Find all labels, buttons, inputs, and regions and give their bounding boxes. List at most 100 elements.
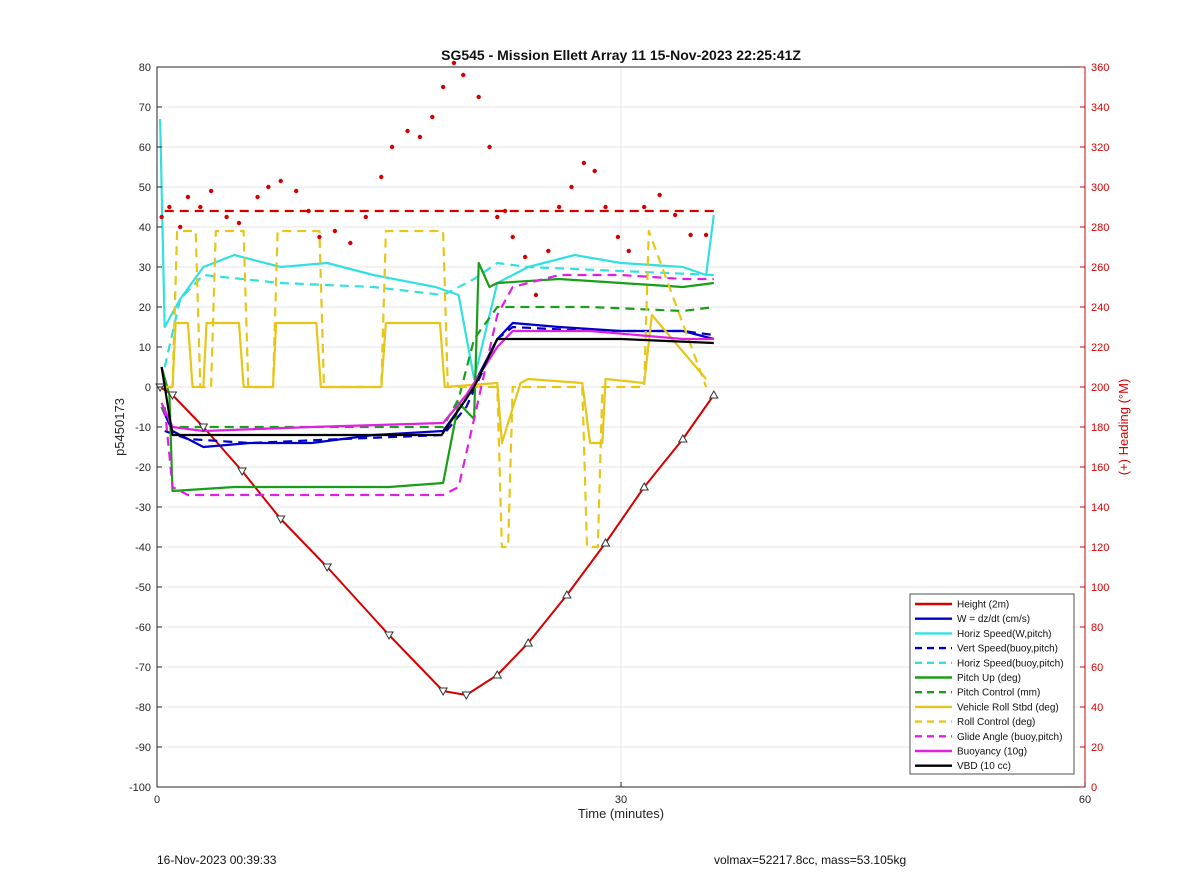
- x-tick-label: 0: [154, 794, 160, 806]
- heading-point: [348, 240, 353, 246]
- heading-point: [495, 214, 500, 220]
- heading-point: [533, 292, 539, 298]
- heading-point: [208, 188, 214, 194]
- height-marker: [492, 669, 503, 679]
- heading-point: [255, 194, 260, 200]
- y-tick-label: -70: [135, 662, 151, 674]
- y-axis-label: p5450173: [112, 398, 127, 456]
- series-line-10: [160, 329, 714, 433]
- series-line-5: [160, 261, 714, 493]
- heading-point: [198, 204, 203, 210]
- heading-point: [306, 208, 311, 214]
- heading-point: [178, 224, 183, 230]
- heading-point: [417, 134, 423, 140]
- heading-point: [159, 214, 164, 220]
- y2-tick-label: 240: [1091, 302, 1109, 314]
- height-marker: [562, 589, 572, 599]
- heading-point: [389, 144, 395, 150]
- height-marker: [523, 637, 534, 647]
- x-axis: 0 30 60: [154, 782, 1091, 806]
- heading-point: [672, 212, 678, 218]
- heading-point: [278, 178, 283, 184]
- y2-tick-label: 100: [1091, 582, 1109, 594]
- height-marker: [384, 631, 394, 641]
- y-tick-label: 50: [139, 182, 151, 194]
- heading-point: [592, 168, 597, 174]
- y-tick-label: 70: [139, 102, 151, 114]
- legend-label: Horiz Speed(buoy,pitch): [957, 658, 1064, 669]
- heading-point: [440, 84, 446, 90]
- series-line-9: [163, 273, 714, 497]
- y2-tick-label: 0: [1091, 782, 1097, 794]
- heading-point: [510, 234, 515, 240]
- y2-tick-label: 40: [1091, 702, 1103, 714]
- heading-point: [332, 228, 338, 234]
- footer-timestamp: 16-Nov-2023 00:39:33: [157, 853, 277, 867]
- height-marker: [639, 481, 650, 491]
- heading-point: [626, 248, 631, 254]
- y-tick-label: 30: [139, 262, 151, 274]
- y-tick-label: 20: [139, 302, 151, 314]
- heading-point: [185, 194, 191, 200]
- y2-tick-label: 160: [1091, 462, 1109, 474]
- y2-tick-label: 80: [1091, 622, 1103, 634]
- heading-point: [430, 114, 435, 120]
- legend-label: Roll Control (deg): [957, 717, 1035, 728]
- legend-label: Glide Angle (buoy,pitch): [957, 732, 1062, 743]
- y2-tick-label: 180: [1091, 422, 1109, 434]
- heading-point: [405, 128, 410, 134]
- y2-tick-label: 280: [1091, 222, 1109, 234]
- heading-point: [546, 248, 551, 254]
- heading-point: [363, 214, 368, 220]
- heading-point: [461, 72, 466, 78]
- heading-point: [167, 204, 172, 210]
- legend-label: Buoyancy (10g): [957, 747, 1027, 758]
- y-tick-label: 80: [139, 62, 151, 74]
- heading-point: [657, 192, 662, 198]
- y-tick-label: 0: [145, 382, 151, 394]
- heading-point: [266, 184, 271, 190]
- y-tick-label: -80: [135, 702, 151, 714]
- y2-tick-label: 140: [1091, 502, 1109, 514]
- series-line-2: [159, 118, 715, 381]
- legend-label: Vehicle Roll Stbd (deg): [957, 702, 1059, 713]
- left-axis: 80 70 60 50 40 30 20 10 0 -10 -20 -30 -40 -50 -60 -70 -8…: [129, 62, 162, 794]
- series-line-4: [163, 261, 714, 368]
- heading-point: [294, 188, 299, 194]
- heading-point: [688, 232, 693, 238]
- heading-point: [236, 220, 242, 226]
- height-marker: [167, 391, 178, 401]
- series-layer: [155, 60, 719, 701]
- height-marker: [322, 563, 332, 573]
- heading-point: [522, 254, 528, 260]
- height-marker: [198, 423, 209, 433]
- chart-title: SG545 - Mission Ellett Array 11 15-Nov-2…: [441, 47, 801, 63]
- series-line-3: [164, 325, 714, 445]
- y2-tick-label: 360: [1091, 62, 1109, 74]
- y-tick-label: -90: [135, 742, 151, 754]
- y-tick-label: 40: [139, 222, 151, 234]
- series-line-0: [159, 386, 715, 696]
- y2-tick-label: 20: [1091, 742, 1103, 754]
- x-tick-label: 30: [615, 794, 627, 806]
- y-tick-label: 60: [139, 142, 151, 154]
- legend-label: W = dz/dt (cm/s): [957, 614, 1030, 625]
- legend-label: Pitch Up (deg): [957, 673, 1021, 684]
- height-marker: [461, 691, 472, 701]
- y2-tick-label: 220: [1091, 342, 1109, 354]
- y2-tick-label: 260: [1091, 262, 1109, 274]
- x-axis-label: Time (minutes): [578, 806, 664, 821]
- footer-volmax-mass: volmax=52217.8cc, mass=53.105kg: [714, 853, 906, 867]
- heading-point: [556, 204, 562, 210]
- heading-point: [603, 204, 608, 210]
- y-tick-label: -20: [135, 462, 151, 474]
- heading-point: [615, 234, 621, 240]
- heading-point: [487, 144, 492, 150]
- y-tick-label: 10: [139, 342, 151, 354]
- legend: Height (2m) W = dz/dt (cm/s) Horiz Speed(W…: [909, 593, 1075, 775]
- height-marker: [708, 389, 719, 399]
- height-marker: [275, 515, 286, 525]
- y2-tick-label: 60: [1091, 662, 1103, 674]
- legend-box: [909, 593, 1075, 775]
- y-tick-label: -10: [135, 422, 151, 434]
